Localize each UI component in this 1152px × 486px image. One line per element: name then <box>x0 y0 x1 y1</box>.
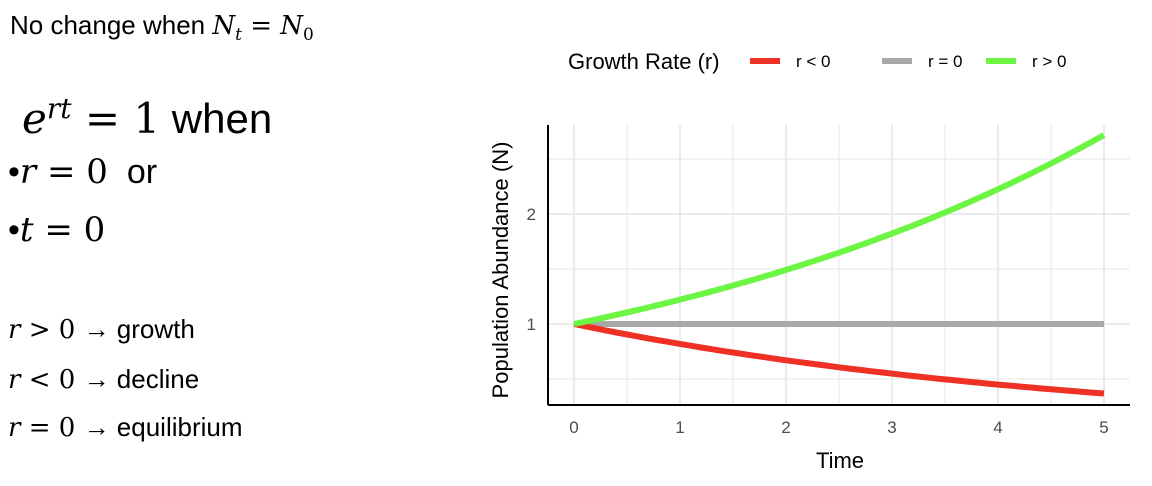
series-line-negative <box>573 321 1105 397</box>
tick-labels: 0 1 2 3 4 5 1 2 <box>527 205 1109 437</box>
series-line-positive <box>573 132 1106 327</box>
text: or <box>107 153 158 191</box>
math-N: N <box>212 11 236 41</box>
no-change-line: No change when Nt = N0 <box>10 10 314 45</box>
text: when <box>160 95 273 142</box>
math-N: N <box>280 11 304 41</box>
legend-label: r > 0 <box>1032 52 1067 71</box>
math-r: r <box>8 315 21 345</box>
series-lines <box>573 132 1106 397</box>
eq: = 0 <box>36 152 108 192</box>
text: growth <box>109 314 195 344</box>
op: > 0 <box>20 315 84 345</box>
bullet: • <box>8 153 20 191</box>
legend-title: Growth Rate (r) <box>568 49 720 74</box>
y-tick-label: 2 <box>527 205 536 224</box>
y-axis-label: Population Abundance (N) <box>488 142 513 399</box>
text: decline <box>109 364 200 394</box>
math-t: t <box>19 210 34 250</box>
x-tick-label: 0 <box>569 418 578 437</box>
x-tick-label: 5 <box>1099 418 1108 437</box>
x-tick-label: 1 <box>675 418 684 437</box>
arrow-right-icon: → <box>83 412 110 442</box>
text: equilibrium <box>109 412 243 442</box>
bullet: • <box>8 211 20 249</box>
legend-label: r = 0 <box>928 52 963 71</box>
sub-0: 0 <box>303 25 314 46</box>
legend: Growth Rate (r) r < 0 r = 0 r > 0 <box>568 49 1067 74</box>
sub-t: t <box>235 25 242 46</box>
op: < 0 <box>20 365 84 395</box>
y-tick-label: 1 <box>527 315 536 334</box>
text: No change when <box>10 10 213 40</box>
eq: = <box>241 11 281 41</box>
bullet-t: •t = 0 <box>8 210 105 250</box>
exp-equation: ert = 1 when <box>22 92 272 143</box>
rule-growth: r > 0 → growth <box>8 314 195 345</box>
rule-decline: r < 0 → decline <box>8 364 199 395</box>
arrow-right-icon: → <box>83 364 110 394</box>
eq: = 1 <box>71 94 161 143</box>
rule-equilibrium: r = 0 → equilibrium <box>8 412 243 443</box>
math-r: r <box>8 365 21 395</box>
x-tick-label: 2 <box>781 418 790 437</box>
x-tick-label: 3 <box>887 418 896 437</box>
bullet-r: •r = 0 or <box>8 152 157 192</box>
sup-rt: rt <box>46 92 72 125</box>
math-r: r <box>8 413 21 443</box>
legend-label: r < 0 <box>796 52 831 71</box>
x-tick-label: 4 <box>993 418 1002 437</box>
math-r: r <box>19 152 37 192</box>
arrow-right-icon: → <box>83 314 110 344</box>
x-axis-label: Time <box>816 448 864 473</box>
op: = 0 <box>20 413 84 443</box>
eq: = 0 <box>33 210 106 250</box>
math-e: e <box>22 94 47 143</box>
